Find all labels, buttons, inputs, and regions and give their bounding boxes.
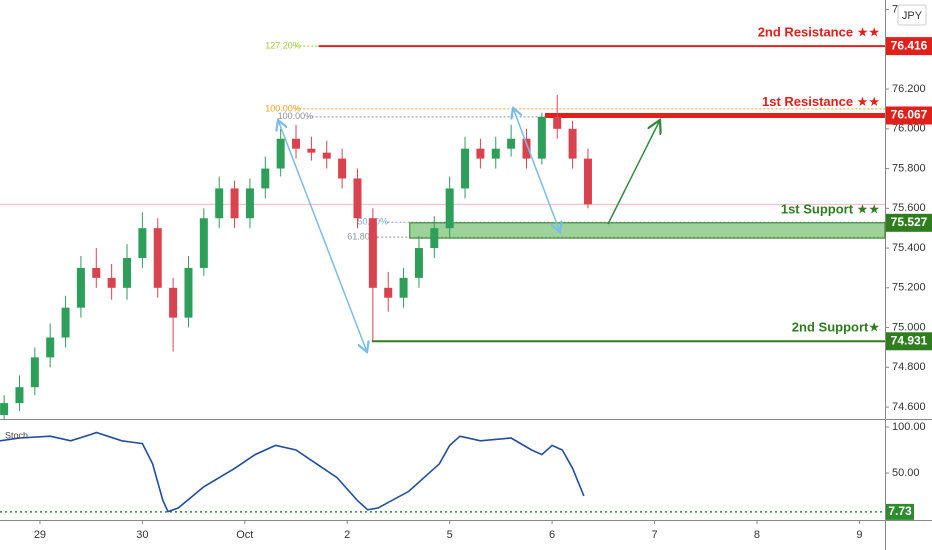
y-tick-label: 76.200 <box>892 83 926 95</box>
candle-body <box>261 168 270 189</box>
x-tick-label: 2 <box>344 529 350 541</box>
wave-arrow <box>513 108 560 232</box>
candle-body <box>107 277 116 288</box>
candle-body <box>61 307 70 338</box>
candle-body <box>553 116 562 129</box>
price-tag-box <box>886 213 932 232</box>
level-label: 1st Resistance ★★ <box>762 94 880 109</box>
x-tick-label: 30 <box>136 529 148 541</box>
price-tag: 74.931 <box>891 333 928 347</box>
currency-box <box>897 4 927 26</box>
candle-body <box>461 148 470 189</box>
stoch-tag: 7.73 <box>888 504 912 518</box>
price-tag-box <box>886 332 932 351</box>
candle-body <box>414 248 423 278</box>
candle-body <box>322 152 331 159</box>
price-tag: 75.527 <box>891 215 928 229</box>
y-tick-label: 75.200 <box>892 282 926 294</box>
candle-body <box>76 267 85 308</box>
candle-body <box>430 228 439 249</box>
x-tick-label: 9 <box>856 529 862 541</box>
price-tag: 76.067 <box>891 108 928 122</box>
x-tick-label: 6 <box>549 529 555 541</box>
candle-body <box>138 228 147 258</box>
candle-body <box>184 267 193 318</box>
candle-body <box>245 188 254 219</box>
candle-body <box>199 218 208 268</box>
candle-body <box>292 138 301 149</box>
candle-body <box>15 387 24 404</box>
candle-body <box>30 357 39 388</box>
y-tick-label: 75.800 <box>892 162 926 174</box>
candle-body <box>399 277 408 298</box>
x-tick-label: Oct <box>236 529 253 541</box>
price-tag: 76.416 <box>891 38 928 52</box>
candle-body <box>123 257 132 288</box>
y-tick-label: 76.000 <box>892 123 926 135</box>
candle-body <box>153 228 162 288</box>
stoch-line <box>0 431 585 513</box>
y-tick-label: 75.600 <box>892 202 926 214</box>
candle-body <box>215 188 224 219</box>
projection-arrow <box>607 120 660 225</box>
price-tag-box <box>886 106 932 125</box>
fib-label: 100.00% <box>265 103 301 113</box>
candle-body <box>353 178 362 219</box>
candle-body <box>445 188 454 229</box>
fib-label: 127.20% <box>265 40 301 50</box>
x-tick-label: 7 <box>651 529 657 541</box>
candle-body <box>338 158 347 179</box>
x-tick-label: 5 <box>447 529 453 541</box>
wave-arrow <box>278 120 367 352</box>
y-tick-label: 75.400 <box>892 242 926 254</box>
y2-tick-label: 50.00 <box>892 467 920 479</box>
candle-body <box>368 218 377 288</box>
x-tick-label: 8 <box>754 529 760 541</box>
level-label: 2nd Resistance ★★ <box>758 25 880 40</box>
y2-tick-label: 100.00 <box>892 421 926 433</box>
level-label: 2nd Support★ <box>792 320 880 335</box>
y-tick-label: 74.600 <box>892 401 926 413</box>
candle-body <box>568 128 577 159</box>
candle-body <box>276 138 285 169</box>
indicator-name: Stoch <box>5 430 28 440</box>
level-label: 1st Support ★★ <box>781 201 880 216</box>
candle-body <box>491 148 500 159</box>
candle-body <box>384 287 393 298</box>
stoch-tag-box <box>886 503 914 520</box>
y-tick-label: 75.000 <box>892 321 926 333</box>
y-tick-label: 74.800 <box>892 361 926 373</box>
x-tick-label: 29 <box>34 529 46 541</box>
candle-body <box>537 116 546 159</box>
price-tag-box <box>886 37 932 56</box>
candle-body <box>583 158 592 205</box>
candle-body <box>46 337 55 358</box>
candle-body <box>92 267 101 278</box>
candle-body <box>0 403 9 416</box>
support-zone <box>409 222 886 239</box>
fib-label: 100.00% <box>278 111 314 121</box>
candle-body <box>169 287 178 318</box>
candle-body <box>476 148 485 159</box>
currency: JPY <box>902 10 923 22</box>
candle-body <box>307 148 316 153</box>
candle-body <box>507 138 516 149</box>
candle-body <box>230 188 239 219</box>
